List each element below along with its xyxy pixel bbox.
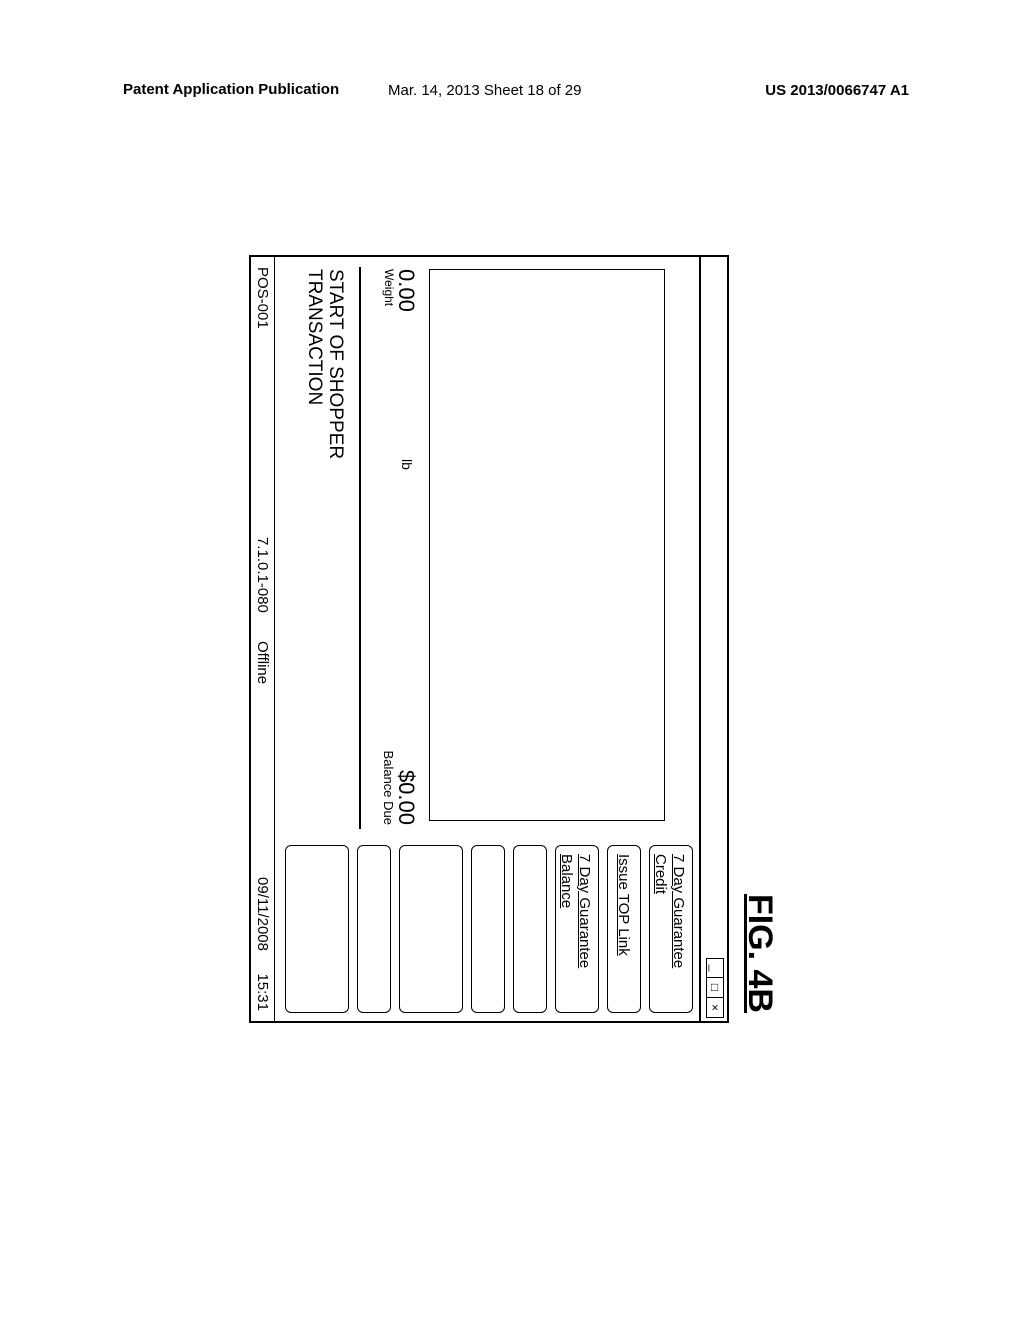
status-time: 15:31: [254, 973, 271, 1011]
sidebar-btn-empty[interactable]: [399, 845, 463, 1013]
weight-block: 0.00 Weight: [382, 269, 419, 312]
window-titlebar: _ □ ×: [699, 257, 727, 1021]
transaction-list-pane: [429, 269, 665, 821]
info-bar: 0.00 Weight lb $0.00 Balance Due: [367, 269, 419, 829]
header-pubnum: US 2013/0066747 A1: [765, 82, 909, 99]
sidebar-btn-label: Credit: [652, 854, 670, 1004]
sidebar-btn-label: 7 Day Guarantee: [669, 854, 687, 1004]
status-version: 7.1.0.1-080: [254, 537, 271, 613]
sidebar-btn-empty[interactable]: [357, 845, 391, 1013]
status-bar: POS-001 7.1.0.1-080 Offline 09/11/2008 1…: [251, 257, 275, 1021]
balance-label: Balance Due: [381, 751, 396, 825]
status-message: START OF SHOPPER TRANSACTION: [304, 269, 345, 459]
window-client-area: 7 Day Guarantee Credit Issue TOP Link 7 …: [251, 257, 699, 1021]
sidebar-btn-7day-balance[interactable]: 7 Day Guarantee Balance: [555, 845, 599, 1013]
divider: [360, 267, 362, 829]
status-connection: Offline: [254, 641, 271, 684]
window-controls: _ □ ×: [706, 958, 724, 1018]
close-button[interactable]: ×: [706, 998, 724, 1018]
weight-value: 0.00: [393, 269, 419, 312]
sidebar-btn-7day-credit[interactable]: 7 Day Guarantee Credit: [649, 845, 693, 1013]
status-message-line: START OF SHOPPER: [324, 269, 345, 459]
figure-label: FIG. 4B: [740, 894, 779, 1013]
pos-window: _ □ × 7 Day Guarantee Credit Issue TOP L…: [249, 255, 729, 1023]
sidebar-btn-label: Issue TOP Link: [614, 854, 632, 1004]
weight-unit: lb: [399, 459, 415, 470]
sidebar-btn-label: 7 Day Guarantee: [575, 854, 593, 1004]
weight-label: Weight: [382, 269, 396, 312]
header-sheet: Mar. 14, 2013 Sheet 18 of 29: [388, 82, 581, 99]
status-message-line: TRANSACTION: [304, 269, 325, 459]
maximize-button[interactable]: □: [706, 978, 724, 998]
sidebar-btn-empty[interactable]: [471, 845, 505, 1013]
sidebar-btn-empty[interactable]: [285, 845, 349, 1013]
status-terminal: POS-001: [254, 267, 271, 329]
figure-4b-diagram: FIG. 4B _ □ × 7 Day Guarantee Credit: [247, 255, 777, 1025]
header-publication: Patent Application Publication: [123, 81, 339, 98]
balance-value: $0.00: [393, 751, 419, 825]
balance-block: $0.00 Balance Due: [381, 751, 419, 825]
figure-rotated-wrap: FIG. 4B _ □ × 7 Day Guarantee Credit: [247, 255, 777, 1025]
sidebar-btn-issue-top-link[interactable]: Issue TOP Link: [607, 845, 641, 1013]
status-date: 09/11/2008: [254, 877, 271, 951]
minimize-button[interactable]: _: [706, 958, 724, 978]
sidebar-btn-empty[interactable]: [513, 845, 547, 1013]
sidebar-btn-label: Balance: [558, 854, 576, 1004]
